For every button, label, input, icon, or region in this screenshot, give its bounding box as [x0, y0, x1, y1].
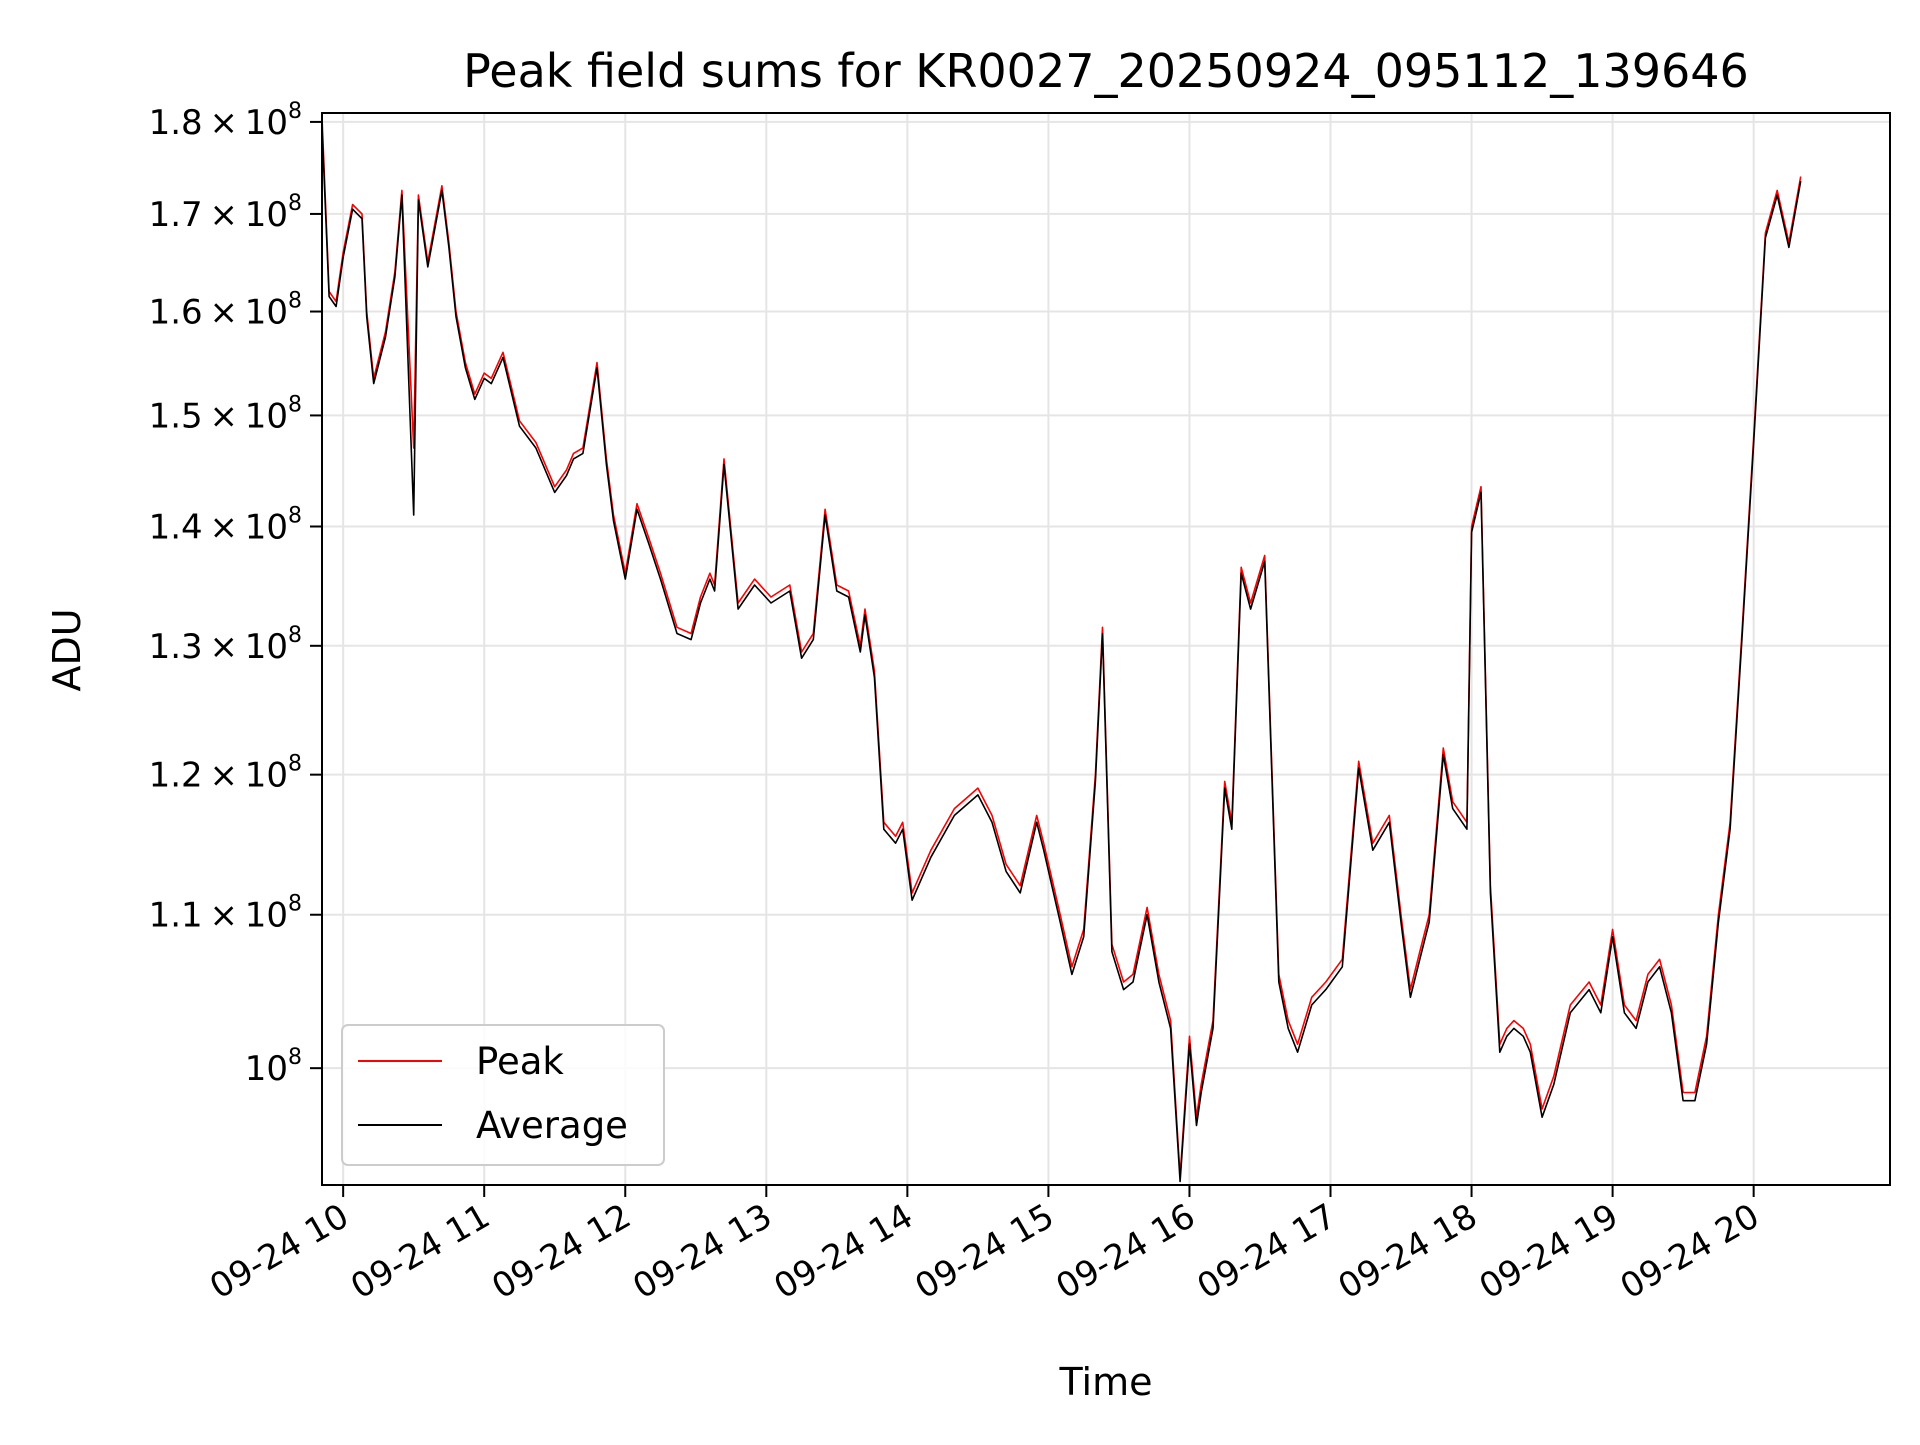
- y-tick-label: 1.8 × 108: [149, 99, 302, 143]
- y-tick-label: 1.3 × 108: [149, 623, 302, 667]
- series-layer: [321, 117, 1802, 1183]
- y-tick-label: 1.6 × 108: [149, 289, 302, 333]
- y-tick-mantissa: 10: [245, 1049, 288, 1089]
- y-axis-label: ADU: [45, 608, 89, 691]
- y-tick-mantissa: 1.7 × 10: [149, 195, 288, 235]
- y-tick-label: 1.4 × 108: [149, 503, 302, 547]
- series-line-peak: [321, 117, 1802, 1178]
- chart-title: Peak field sums for KR0027_20250924_0951…: [463, 44, 1749, 98]
- legend: Peak Average: [341, 1024, 665, 1166]
- y-tick-exponent: 8: [288, 752, 302, 777]
- y-tick-exponent: 8: [288, 289, 302, 314]
- y-tick-mantissa: 1.3 × 10: [149, 627, 288, 667]
- y-tick-exponent: 8: [288, 623, 302, 648]
- x-axis-label: Time: [1059, 1360, 1153, 1404]
- y-tick-label: 1.7 × 108: [149, 191, 302, 235]
- y-tick-label: 1.2 × 108: [149, 752, 302, 796]
- y-tick-mantissa: 1.5 × 10: [149, 396, 288, 436]
- y-tick-mantissa: 1.8 × 10: [149, 103, 288, 143]
- y-tick-exponent: 8: [288, 892, 302, 917]
- grid: [322, 113, 1890, 1185]
- y-tick-mantissa: 1.4 × 10: [149, 507, 288, 547]
- y-tick-exponent: 8: [288, 392, 302, 417]
- y-tick-label: 1.1 × 108: [149, 892, 302, 936]
- y-tick-mantissa: 1.2 × 10: [149, 756, 288, 796]
- legend-average-label: Average: [476, 1104, 628, 1147]
- legend-peak-label: Peak: [476, 1040, 564, 1083]
- y-tick-label: 1.5 × 108: [149, 392, 302, 436]
- y-tick-label: 108: [245, 1045, 302, 1089]
- y-tick-exponent: 8: [288, 191, 302, 216]
- plot-frame: [321, 112, 1891, 1186]
- y-tick-mantissa: 1.6 × 10: [149, 293, 288, 333]
- y-tick-exponent: 8: [288, 1045, 302, 1070]
- y-tick-exponent: 8: [288, 503, 302, 528]
- series-line-average: [321, 126, 1802, 1183]
- y-tick-mantissa: 1.1 × 10: [149, 896, 288, 936]
- y-tick-exponent: 8: [288, 99, 302, 124]
